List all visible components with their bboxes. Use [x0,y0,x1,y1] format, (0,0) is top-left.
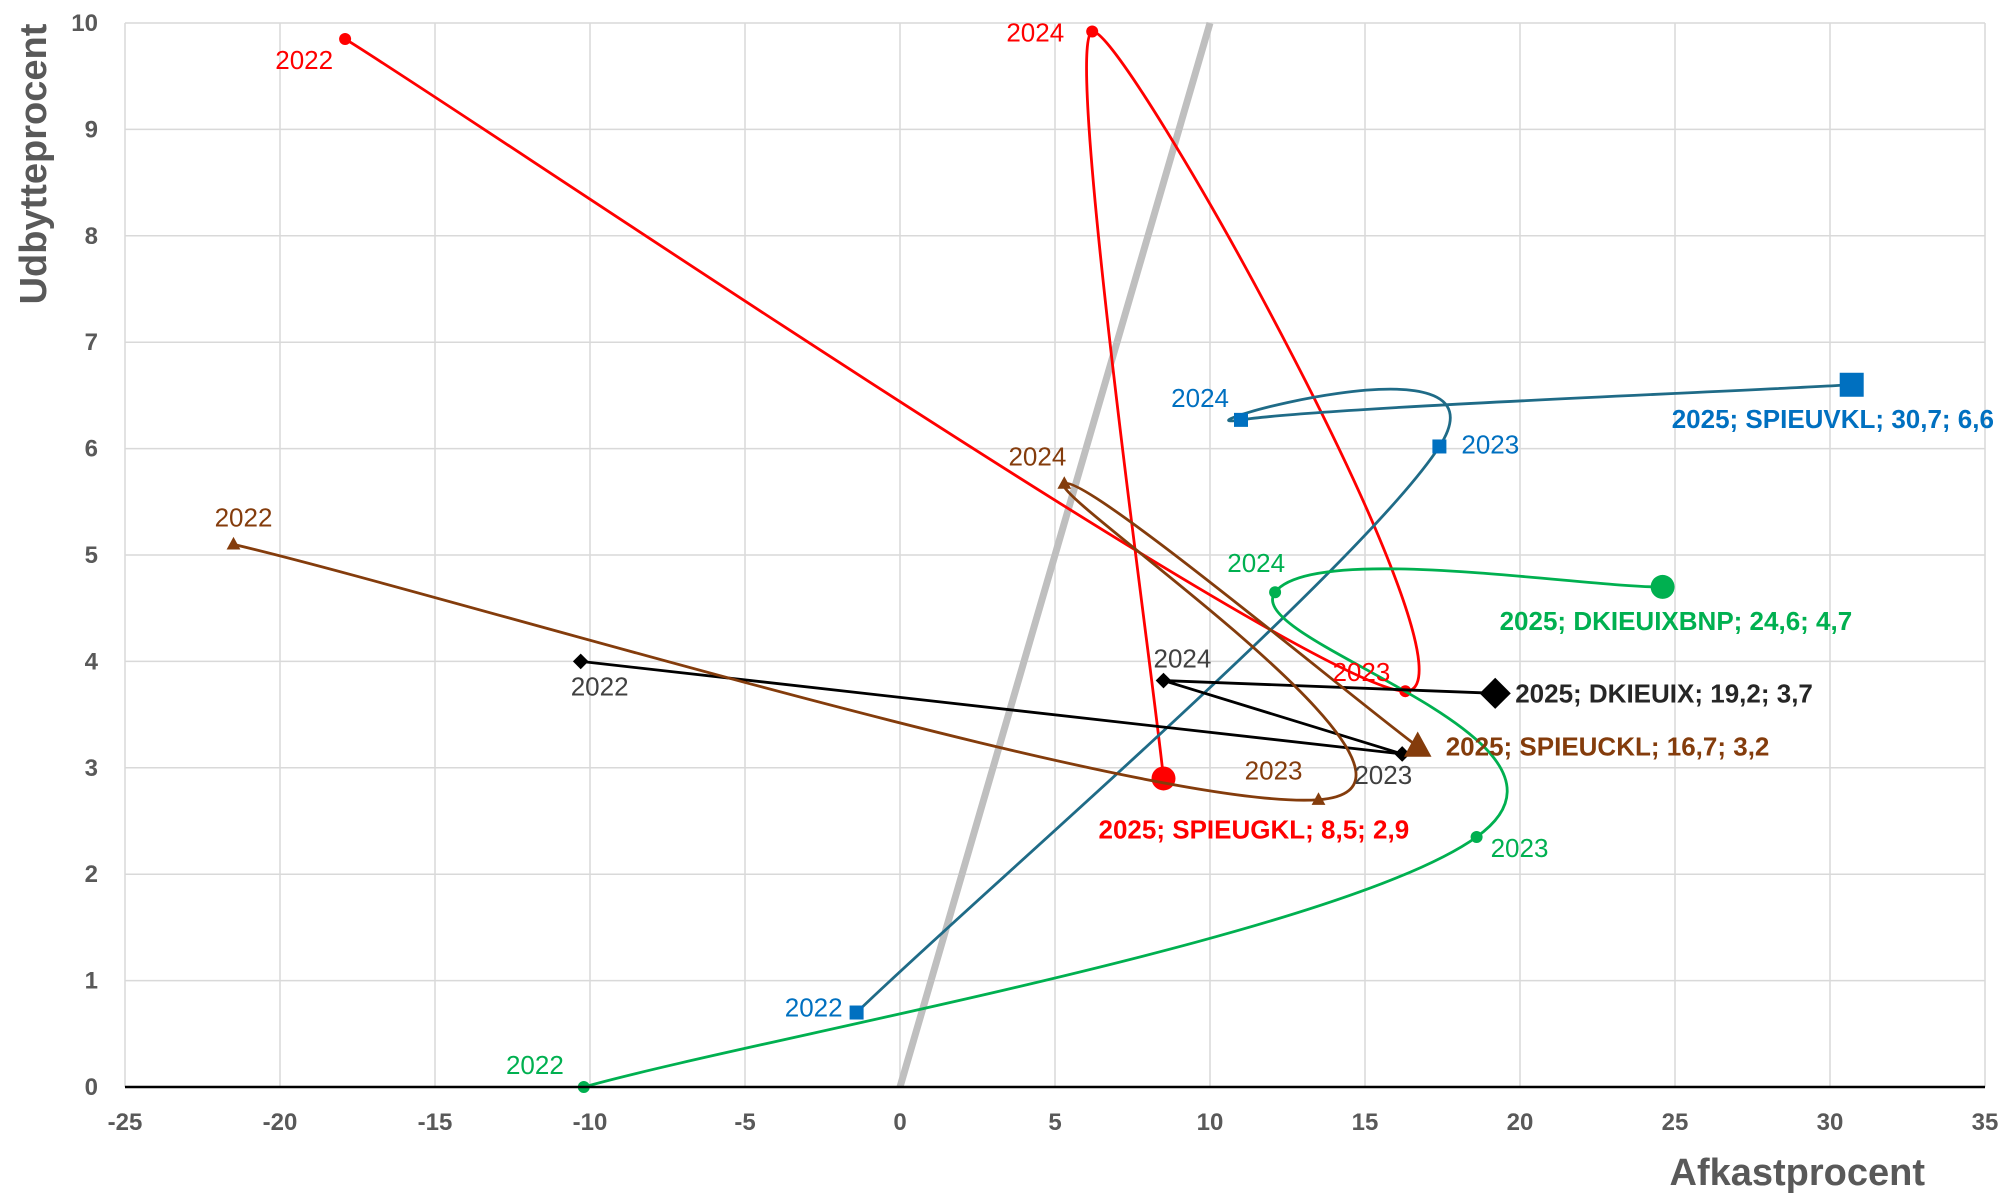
data-label: 2024 [1171,383,1229,413]
x-axis-title: Afkastprocent [1670,1152,1926,1194]
x-tick-label: -5 [734,1109,755,1136]
data-point [1234,412,1248,427]
data-label: 2022 [506,1050,564,1080]
data-point [1479,677,1511,709]
x-tick-label: 0 [893,1109,906,1136]
data-point [1155,672,1172,689]
data-point [1086,25,1099,38]
data-label: 2023 [1491,833,1549,863]
x-tick-label: 30 [1817,1109,1844,1136]
data-label: 2023 [1245,756,1303,786]
series-layer [226,25,1864,1093]
y-tick-label: 0 [85,1074,98,1101]
data-label: 2022 [571,671,629,701]
y-tick-label: 5 [85,542,98,569]
data-point [1057,476,1072,489]
point-labels: 2022 2023 2024 2025; SPIEUGKL; 8,5; 2,9 2022… [215,18,1994,1080]
data-point [572,653,589,670]
data-point [1432,439,1447,454]
data-label: 2022 [215,502,273,532]
reference-line-segment [896,22,1214,1088]
data-label: 2022 [785,993,843,1023]
y-tick-label: 3 [85,755,98,782]
x-tick-label: 35 [1972,1109,1999,1136]
y-tick-label: 8 [85,223,98,250]
data-point [1650,574,1675,599]
series-line-spieuvkl [855,383,1852,1014]
axes: -25 -20 -15 -10 -5 0 5 10 15 20 25 30 35 0 1 2 3 4 5 6 7 8 9 10 [71,10,1998,1136]
data-label: 2022 [275,45,333,75]
data-point [226,536,241,550]
data-label: 2023 [1354,760,1412,790]
series-line-spieuckl [233,482,1419,802]
data-label: 2023 [1461,429,1519,459]
data-label: 2025; DKIEUIX; 19,2; 3,7 [1515,678,1813,708]
data-point [1470,830,1483,843]
series-line-dkieuixbnp [583,567,1663,1089]
data-label: 2025; DKIEUIXBNP; 24,6; 4,7 [1500,606,1853,636]
data-point [1403,731,1432,757]
data-label: 2024 [1006,18,1064,48]
y-tick-label: 2 [85,861,98,888]
x-tick-label: 5 [1048,1109,1061,1136]
data-label: 2023 [1332,657,1390,687]
x-tick-label: -15 [418,1109,453,1136]
y-tick-label: 1 [85,968,98,995]
reference-line [896,22,1214,1088]
data-label: 2025; SPIEUCKL; 16,7; 3,2 [1446,732,1770,762]
x-tick-label: 15 [1352,1109,1379,1136]
data-label: 2024 [1227,548,1285,578]
data-point [849,1005,864,1020]
data-point [1311,792,1326,805]
x-tick-label: 25 [1662,1109,1689,1136]
series-line-dkieuix [580,660,1496,756]
data-label: 2025; SPIEUGKL; 8,5; 2,9 [1099,814,1410,844]
y-tick-label: 10 [71,10,98,37]
x-tick-label: 10 [1197,1109,1224,1136]
data-point [1269,586,1282,599]
data-label: 2025; SPIEUVKL; 30,7; 6,6 [1672,404,1994,434]
y-tick-label: 4 [85,648,99,675]
data-label: 2024 [1154,644,1212,674]
y-axis-title: Udbytteprocent [13,23,55,304]
data-label: 2024 [1008,442,1066,472]
series-line-spieugkl [344,30,1421,779]
y-tick-label: 7 [85,329,98,356]
y-tick-label: 6 [85,436,98,463]
data-point [1839,372,1864,397]
data-point [339,32,352,45]
x-tick-label: -25 [108,1109,143,1136]
data-point [1394,746,1410,762]
x-tick-label: -20 [263,1109,298,1136]
y-tick-label: 9 [85,116,98,143]
x-tick-label: 20 [1507,1109,1534,1136]
x-tick-label: -10 [573,1109,608,1136]
data-point [1151,766,1176,791]
